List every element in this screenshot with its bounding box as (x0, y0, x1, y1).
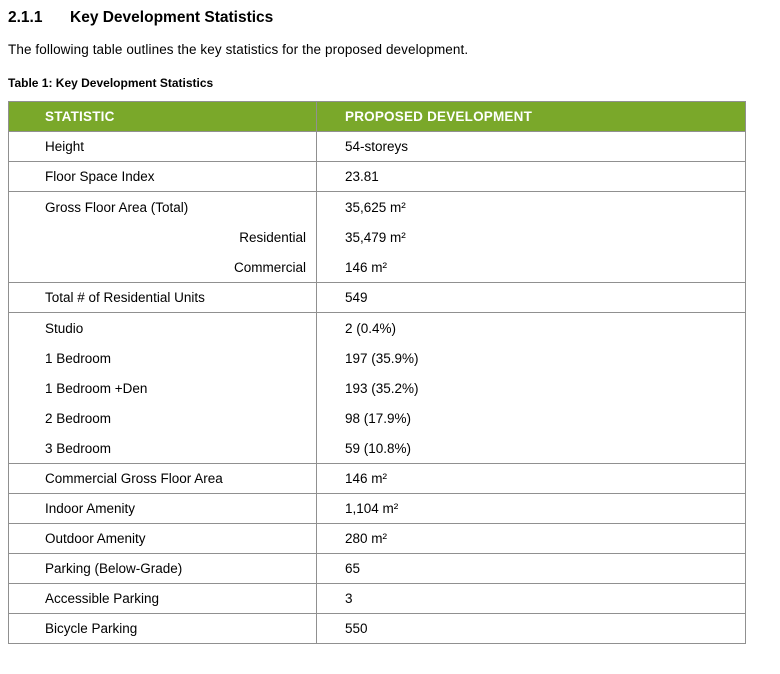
stat-cell: Accessible Parking (8, 583, 317, 614)
stat-cell: Parking (Below-Grade) (8, 553, 317, 584)
stat-line: 2 Bedroom (45, 410, 112, 426)
value-line: 59 (10.8%) (345, 440, 412, 456)
stat-cell: Height (8, 131, 317, 162)
stat-line: Commercial (233, 259, 306, 275)
table-row: Total # of Residential Units 549 (8, 282, 746, 313)
value-cell: 1,104 m² (316, 493, 746, 524)
value-cell: 54-storeys (316, 131, 746, 162)
table-caption: Table 1: Key Development Statistics (8, 76, 214, 90)
value-cell: 3 (316, 583, 746, 614)
value-line: 197 (35.9%) (345, 350, 419, 366)
table-row-group: Gross Floor Area (Total) Residential Com… (8, 191, 746, 283)
heading-number: 2.1.1 (8, 9, 43, 26)
table-header-row: STATISTIC PROPOSED DEVELOPMENT (8, 101, 746, 132)
stat-cell: Total # of Residential Units (8, 282, 317, 313)
value-cell: 2 (0.4%) 197 (35.9%) 193 (35.2%) 98 (17.… (316, 312, 746, 464)
section-heading: 2.1.1 Key Development Statistics (8, 9, 780, 27)
value-cell: 23.81 (316, 161, 746, 192)
heading-title: Key Development Statistics (70, 9, 274, 26)
stat-line: Studio (45, 320, 84, 336)
table-row: Commercial Gross Floor Area 146 m² (8, 463, 746, 494)
value-cell: 550 (316, 613, 746, 644)
stat-cell: Floor Space Index (8, 161, 317, 192)
value-line: 2 (0.4%) (345, 320, 397, 336)
column-header-proposed-development: PROPOSED DEVELOPMENT (316, 101, 746, 132)
table-row: Bicycle Parking 550 (8, 613, 746, 644)
value-line: 146 m² (345, 259, 388, 275)
value-cell: 280 m² (316, 523, 746, 554)
stat-cell: Commercial Gross Floor Area (8, 463, 317, 494)
value-cell: 146 m² (316, 463, 746, 494)
stat-line: Gross Floor Area (Total) (45, 199, 189, 215)
column-header-statistic: STATISTIC (8, 101, 317, 132)
table-row: Accessible Parking 3 (8, 583, 746, 614)
stat-cell: Outdoor Amenity (8, 523, 317, 554)
stat-line: Residential (239, 229, 306, 245)
table-row: Outdoor Amenity 280 m² (8, 523, 746, 554)
key-development-statistics-table: STATISTIC PROPOSED DEVELOPMENT Height 54… (8, 101, 746, 644)
stat-cell: Studio 1 Bedroom 1 Bedroom +Den 2 Bedroo… (8, 312, 317, 464)
table-row: Parking (Below-Grade) 65 (8, 553, 746, 584)
stat-cell: Indoor Amenity (8, 493, 317, 524)
table-row: Floor Space Index 23.81 (8, 161, 746, 192)
stat-cell: Bicycle Parking (8, 613, 317, 644)
intro-paragraph: The following table outlines the key sta… (8, 42, 469, 57)
value-line: 193 (35.2%) (345, 380, 419, 396)
value-cell: 65 (316, 553, 746, 584)
stat-cell: Gross Floor Area (Total) Residential Com… (8, 191, 317, 283)
table-row: Indoor Amenity 1,104 m² (8, 493, 746, 524)
table-row-group: Studio 1 Bedroom 1 Bedroom +Den 2 Bedroo… (8, 312, 746, 464)
value-line: 35,479 m² (345, 229, 406, 245)
document-page: 2.1.1 Key Development Statistics The fol… (8, 9, 780, 644)
stat-line: 3 Bedroom (45, 440, 112, 456)
value-line: 98 (17.9%) (345, 410, 412, 426)
table-row: Height 54-storeys (8, 131, 746, 162)
value-line: 35,625 m² (345, 199, 406, 215)
value-cell: 549 (316, 282, 746, 313)
stat-line: 1 Bedroom +Den (45, 380, 148, 396)
value-cell: 35,625 m² 35,479 m² 146 m² (316, 191, 746, 283)
stat-line: 1 Bedroom (45, 350, 112, 366)
